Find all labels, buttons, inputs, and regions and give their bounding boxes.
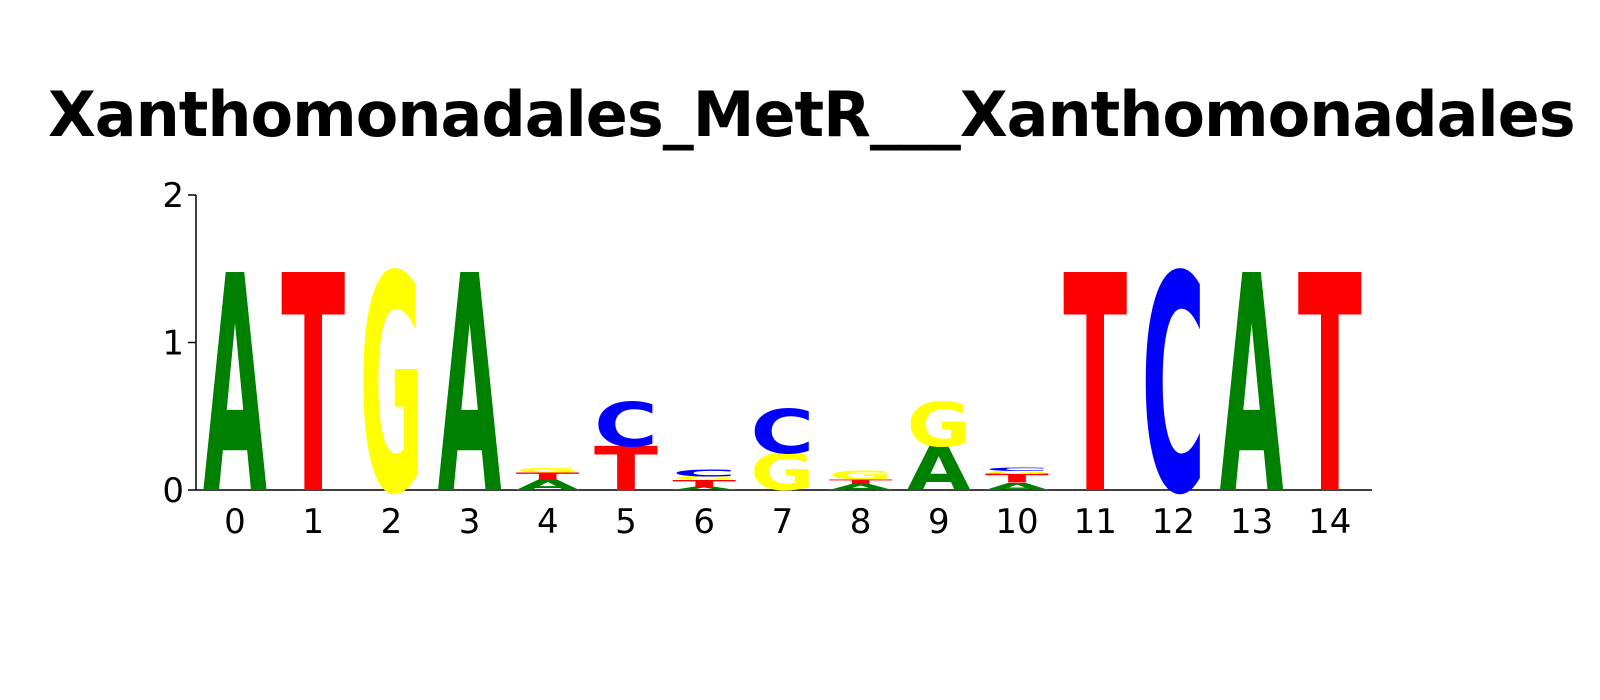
chart-title: Xanthomonadales_MetR___Xanthomonadales	[48, 78, 1576, 151]
logo-letter-t: T	[1063, 213, 1127, 561]
y-ticks: 0 1 2	[162, 176, 196, 511]
logo-letter-t: T	[594, 434, 658, 505]
logo-letter-c: C	[594, 389, 658, 460]
logo-letter-g: G	[985, 470, 1049, 475]
x-ticks: 0 1 2 3 4 5 6 7 8 9 10 11 12 13 14	[224, 502, 1351, 542]
y-tick-label: 1	[162, 324, 184, 364]
x-tick-label: 3	[459, 502, 481, 542]
x-tick-label: 6	[693, 502, 715, 542]
logo-letter-a: A	[907, 435, 971, 505]
logo-letter-t: T	[516, 470, 581, 482]
logo-letter-c: C	[1141, 213, 1205, 561]
x-tick-label: 4	[537, 502, 559, 542]
x-tick-label: 11	[1074, 502, 1117, 542]
logo-letter-c: C	[750, 397, 814, 468]
logo-letter-g: G	[516, 467, 580, 474]
logo-letter-a: A	[672, 486, 736, 491]
logo-letter-c: C	[672, 467, 736, 479]
logo-letter-a: A	[438, 212, 502, 561]
x-tick-label: 5	[615, 502, 637, 542]
logo-letter-g: G	[829, 469, 893, 483]
x-tick-label: 12	[1152, 502, 1195, 542]
x-tick-label: 13	[1230, 502, 1273, 542]
logo-letter-t: T	[1298, 213, 1362, 561]
x-tick-label: 0	[224, 502, 246, 542]
logo-letter-a: A	[829, 482, 894, 491]
logo-letter-a: A	[1220, 212, 1284, 561]
logo-letter-t: T	[985, 471, 1050, 485]
y-tick-label: 2	[162, 176, 184, 216]
logo-letter-t: T	[829, 478, 893, 485]
x-tick-label: 14	[1308, 502, 1351, 542]
logo-letter-g: G	[672, 476, 736, 481]
x-tick-label: 2	[381, 502, 403, 542]
logo-letter-c: C	[985, 467, 1049, 472]
x-tick-label: 7	[772, 502, 794, 542]
x-tick-label: 8	[850, 502, 872, 542]
y-tick-label: 0	[162, 471, 184, 511]
logo-letter-a: A	[516, 477, 580, 493]
logo-letter-g: G	[359, 212, 423, 561]
logo-letter-a: A	[203, 212, 267, 561]
x-tick-label: 10	[995, 502, 1038, 542]
x-tick-label: 1	[302, 502, 324, 542]
logo-letter-a: A	[985, 481, 1050, 493]
logo-letter-g: G	[750, 444, 814, 502]
logo-letter-t: T	[281, 213, 345, 561]
logo-letter-g: G	[907, 390, 971, 460]
logo-letter-t: T	[672, 478, 737, 490]
x-tick-label: 9	[928, 502, 950, 542]
